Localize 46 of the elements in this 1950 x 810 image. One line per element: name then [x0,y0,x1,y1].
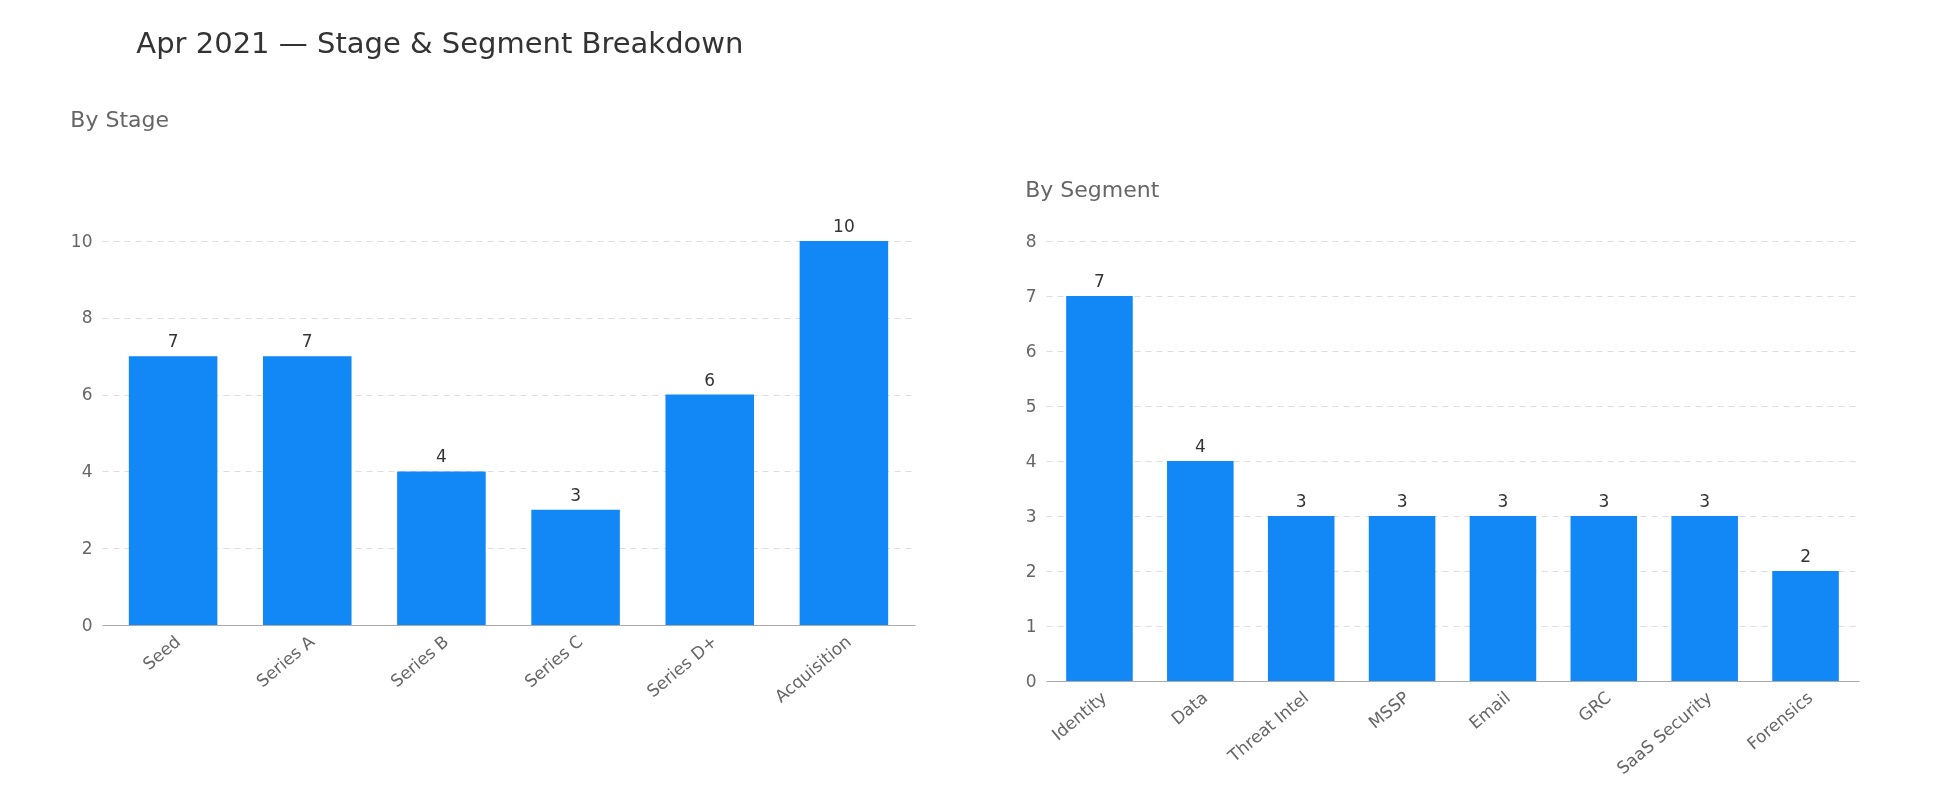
chart-subtitle: By Stage [70,107,170,132]
chart-subtitle: By Segment [1025,177,1160,202]
bar [531,509,620,625]
data-label: 3 [570,484,581,505]
bar [1066,296,1133,681]
y-tick-label: 2 [1025,560,1037,581]
bar [397,471,486,625]
data-label: 10 [833,216,855,236]
data-label: 6 [704,369,716,390]
chart-title: Apr 2021 — Stage & Segment Breakdown [136,26,744,60]
bar [262,356,352,625]
y-tick-label: 6 [1025,340,1037,361]
y-tick-label: 8 [81,307,93,328]
y-tick-label: 7 [1025,285,1037,306]
bar [1671,516,1738,681]
data-label: 3 [1699,491,1711,511]
data-label: 4 [1194,436,1206,456]
y-tick-label: 1 [1025,615,1037,636]
y-tick-label: 3 [1025,505,1037,526]
data-label: 7 [1094,271,1105,291]
bar [128,356,218,625]
bar [665,394,755,625]
y-tick-label: 0 [81,614,93,635]
y-tick-label: 10 [70,230,93,251]
data-label: 3 [1396,491,1408,511]
y-tick-label: 4 [81,460,93,481]
data-label: 7 [167,331,179,352]
bar [1570,516,1638,681]
y-tick-label: 4 [1025,450,1037,471]
bar [1267,516,1335,681]
y-tick-label: 6 [81,384,93,405]
y-tick-label: 5 [1025,395,1037,416]
y-tick-label: 8 [1025,230,1037,251]
data-label: 3 [1497,491,1509,511]
data-label: 3 [1295,491,1307,511]
bar [1772,571,1839,681]
data-label: 2 [1800,546,1811,566]
data-label: 3 [1598,491,1610,511]
bar [799,241,889,625]
y-tick-label: 2 [81,537,93,558]
data-label: 4 [436,446,447,467]
y-tick-label: 0 [1025,670,1037,691]
bar [1167,461,1234,681]
data-label: 7 [301,331,313,352]
bar [1469,516,1537,681]
bar [1368,516,1436,681]
